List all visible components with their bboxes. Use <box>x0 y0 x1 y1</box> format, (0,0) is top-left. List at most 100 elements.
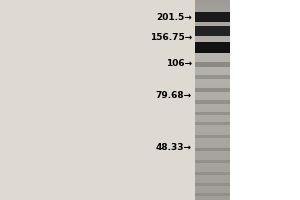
Bar <box>195 95 230 97</box>
Bar <box>195 71 230 72</box>
Bar <box>195 21 230 22</box>
Bar <box>195 146 230 148</box>
Bar <box>195 192 230 194</box>
Bar <box>195 90 230 92</box>
Bar <box>195 75 230 76</box>
Bar <box>195 187 230 188</box>
Text: 48.33→: 48.33→ <box>156 144 192 152</box>
Bar <box>195 83 230 84</box>
Bar <box>195 23 230 24</box>
Text: 106→: 106→ <box>166 58 192 68</box>
Bar <box>195 133 230 134</box>
Bar <box>195 87 230 88</box>
Bar <box>195 136 230 138</box>
Bar <box>195 112 230 115</box>
Bar <box>195 163 230 164</box>
Bar <box>195 18 230 20</box>
Bar <box>195 129 230 130</box>
Bar <box>195 101 230 102</box>
Bar <box>195 76 230 77</box>
Bar <box>195 68 230 70</box>
Bar <box>195 118 230 119</box>
Bar <box>195 126 230 128</box>
Bar <box>195 193 230 194</box>
Bar <box>195 41 230 43</box>
Bar <box>195 189 230 190</box>
Bar <box>0 0 195 200</box>
Bar <box>195 141 230 142</box>
Bar <box>195 64 230 66</box>
Bar <box>195 115 230 116</box>
Bar <box>195 195 230 196</box>
Bar <box>195 34 230 36</box>
Bar <box>195 110 230 112</box>
Bar <box>195 48 230 49</box>
Bar <box>195 3 230 4</box>
Bar <box>195 96 230 98</box>
Bar <box>195 130 230 132</box>
Bar <box>195 131 230 132</box>
Bar <box>195 63 230 64</box>
Bar <box>195 175 230 176</box>
Bar <box>195 80 230 82</box>
Bar <box>195 17 230 19</box>
Bar <box>195 97 230 98</box>
Bar <box>195 22 230 23</box>
Bar <box>195 159 230 160</box>
Bar <box>195 100 230 102</box>
Bar <box>195 158 230 160</box>
Bar <box>195 108 230 110</box>
Bar <box>195 26 230 27</box>
Bar <box>195 60 230 62</box>
Bar <box>195 65 230 66</box>
Bar <box>195 74 230 75</box>
Bar <box>195 16 230 18</box>
Bar <box>195 168 230 170</box>
Bar <box>195 176 230 178</box>
Bar <box>195 149 230 150</box>
Bar <box>195 164 230 166</box>
Bar <box>195 44 230 46</box>
Bar <box>195 67 230 68</box>
Bar <box>195 9 230 10</box>
Bar <box>195 1 230 2</box>
Bar <box>195 54 230 55</box>
Bar <box>195 155 230 156</box>
Bar <box>195 38 230 40</box>
Bar <box>195 37 230 38</box>
Bar <box>195 111 230 112</box>
Bar <box>195 52 230 53</box>
Bar <box>195 123 230 124</box>
Bar <box>195 122 230 125</box>
Bar <box>195 143 230 144</box>
Bar <box>195 104 230 106</box>
Bar <box>195 137 230 138</box>
Bar <box>195 10 230 11</box>
Bar <box>195 62 230 67</box>
Bar <box>195 51 230 52</box>
Bar <box>195 184 230 186</box>
Bar <box>195 6 230 7</box>
Bar <box>195 29 230 30</box>
Bar <box>195 79 230 80</box>
Bar <box>195 151 230 152</box>
Bar <box>195 198 230 200</box>
Bar <box>195 7 230 8</box>
Bar <box>195 27 230 28</box>
Bar <box>195 50 230 51</box>
Bar <box>195 25 230 26</box>
Bar <box>195 12 230 14</box>
Bar <box>195 161 230 162</box>
Bar <box>195 66 230 68</box>
Bar <box>195 173 230 174</box>
Bar <box>195 107 230 108</box>
Bar <box>195 33 230 34</box>
Bar <box>195 28 230 29</box>
Bar <box>195 183 230 184</box>
Text: 79.68→: 79.68→ <box>156 90 192 99</box>
Bar <box>195 197 230 198</box>
Bar <box>195 59 230 60</box>
Bar <box>195 147 230 148</box>
Text: 201.5→: 201.5→ <box>156 14 192 22</box>
Bar <box>195 12 230 22</box>
